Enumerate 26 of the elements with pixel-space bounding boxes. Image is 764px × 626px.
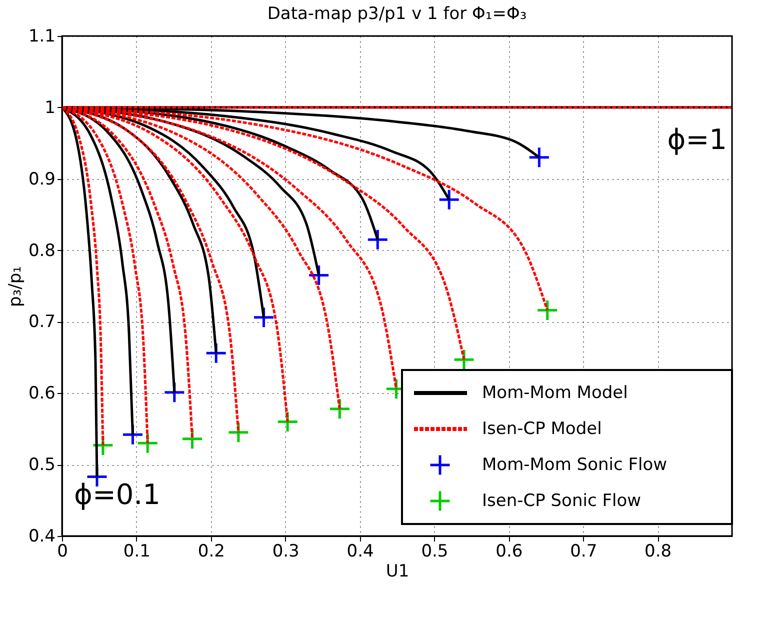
x-tick-label: 0.6 [496, 542, 523, 562]
y-tick-label: 0.6 [28, 384, 56, 404]
x-tick-label: 0.3 [272, 542, 300, 562]
chart-title: Data-map p3/p1 v 1 for Φ₁=Φ₃ [267, 4, 527, 24]
y-tick-label: 1.1 [28, 26, 56, 46]
legend-label: Isen-CP Model [482, 419, 602, 439]
x-tick-label: 0 [57, 542, 68, 562]
y-tick-label: 0.9 [28, 169, 56, 190]
y-tick-label: 0.8 [28, 240, 56, 261]
y-axis-title: p₃/p₁ [5, 266, 26, 307]
x-tick-label: 0.4 [346, 542, 374, 562]
y-tick-label: 0.5 [28, 455, 56, 476]
y-tick-label: 0.4 [28, 526, 56, 546]
legend-label: Mom-Mom Sonic Flow [482, 455, 668, 475]
legend-label: Isen-CP Sonic Flow [482, 491, 642, 511]
x-tick-label: 0.2 [198, 542, 225, 562]
x-tick-label: 0.1 [123, 542, 150, 562]
y-tick-label: 1 [44, 98, 56, 118]
annotation: ϕ=1 [667, 123, 727, 156]
x-tick-label: 0.5 [421, 542, 448, 562]
x-tick-label: 0.7 [570, 542, 598, 562]
annotation: ϕ=0.1 [74, 478, 160, 511]
legend-label: Mom-Mom Model [482, 383, 628, 403]
x-axis-title: U1 [386, 562, 410, 582]
x-tick-label: 0.8 [644, 542, 672, 562]
y-tick-label: 0.7 [28, 312, 56, 332]
